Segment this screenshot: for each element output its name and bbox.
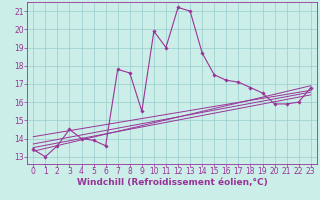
X-axis label: Windchill (Refroidissement éolien,°C): Windchill (Refroidissement éolien,°C) (76, 178, 268, 187)
